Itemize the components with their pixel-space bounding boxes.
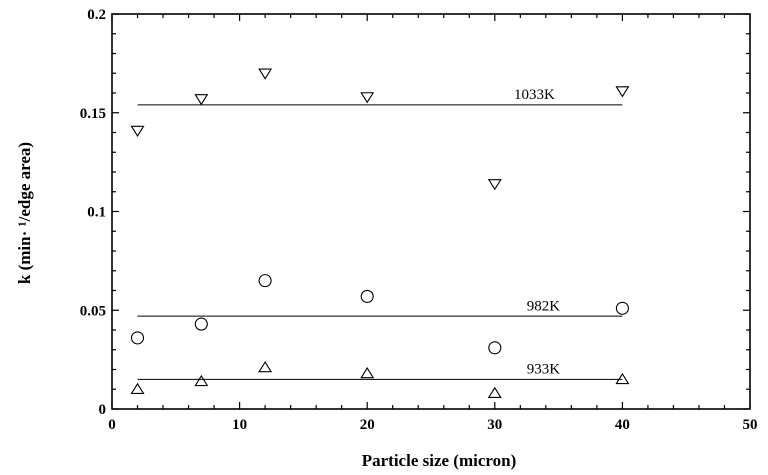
series-label-933k: 933K <box>527 361 561 377</box>
marker-982k <box>360 289 374 303</box>
marker-933k <box>360 367 375 379</box>
fit-lines <box>137 104 623 380</box>
marker-982k <box>194 317 208 331</box>
series-label-1033k: 1033K <box>514 87 555 103</box>
plot-frame <box>111 13 751 410</box>
marker-982k <box>130 331 145 345</box>
x-tick-label: 20 <box>360 417 375 433</box>
series-label-982k: 982K <box>527 298 561 314</box>
marker-1033k <box>615 86 630 98</box>
marker-1033k <box>130 125 145 137</box>
marker-933k <box>615 372 630 385</box>
x-tick-label: 50 <box>743 417 758 433</box>
axis-ticks: 0 10 20 30 40 50 0 0.05 0.1 0.15 0.2 <box>80 7 758 433</box>
x-tick-label: 30 <box>487 417 502 433</box>
y-tick-label: 0.05 <box>80 303 106 319</box>
marker-1033k <box>258 68 273 80</box>
marker-982k <box>488 341 502 355</box>
x-tick-label: 40 <box>615 417 630 433</box>
marker-982k <box>258 274 272 288</box>
marker-933k <box>487 386 502 398</box>
marker-1033k <box>360 92 375 104</box>
y-tick-label: 0.15 <box>80 106 106 122</box>
data-markers <box>130 68 630 398</box>
series-labels: 1033K 982K 933K <box>514 87 560 378</box>
marker-982k <box>615 301 629 315</box>
y-tick-label: 0.2 <box>87 7 106 23</box>
marker-1033k <box>194 94 209 106</box>
marker-933k <box>194 374 209 387</box>
x-axis-label: Particle size (micron) <box>362 451 517 470</box>
y-tick-label: 0 <box>99 402 107 418</box>
x-tick-label: 10 <box>232 417 247 433</box>
plot-border <box>111 13 751 410</box>
y-tick-label: 0.1 <box>87 205 106 221</box>
marker-933k <box>258 361 273 373</box>
y-axis-label: k (min· ¹/edge area) <box>15 142 34 284</box>
x-tick-label: 0 <box>108 417 116 433</box>
marker-933k <box>130 382 145 395</box>
marker-1033k <box>487 179 502 191</box>
